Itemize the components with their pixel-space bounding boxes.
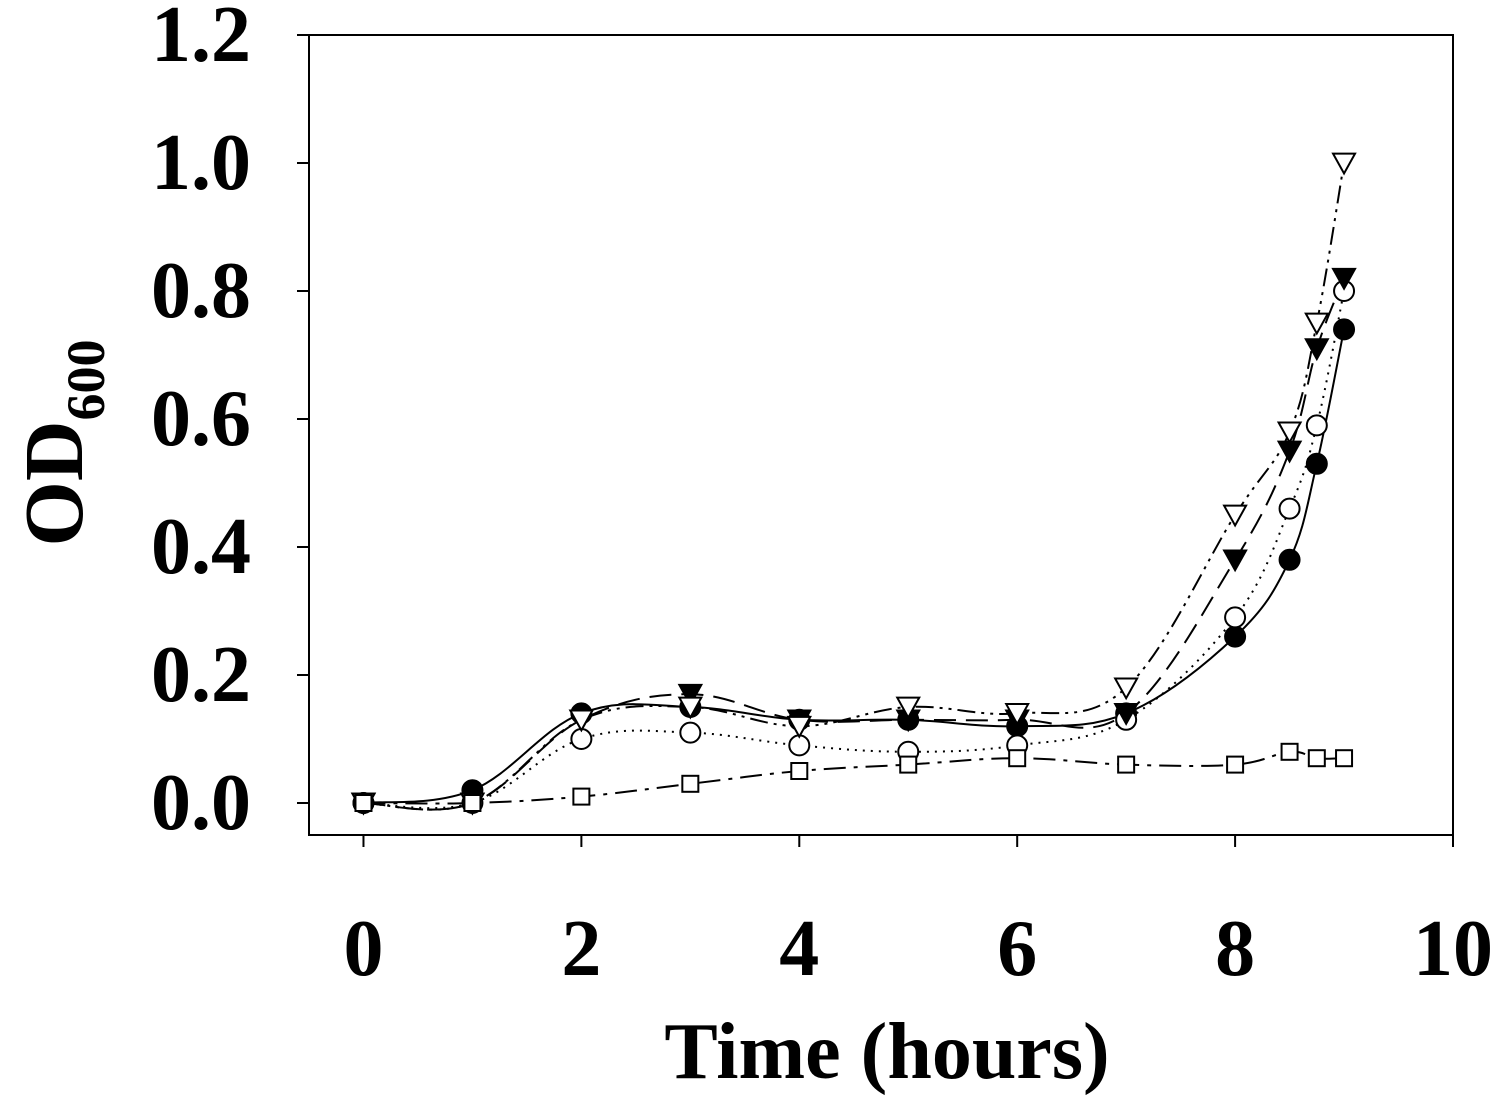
- y-tick-label: 0.2: [151, 631, 251, 719]
- series-4-point: [1304, 312, 1330, 336]
- series-5-point: [354, 794, 373, 812]
- series-1-point: [1224, 625, 1247, 648]
- y-axis-title-main: OD: [8, 421, 101, 547]
- series-4-point: [895, 696, 921, 720]
- x-axis-title: Time (hours): [664, 1008, 1109, 1096]
- markers-layer: [350, 152, 1357, 816]
- series-2-point: [1305, 414, 1328, 437]
- series-5-point: [790, 762, 809, 780]
- y-tick-label: 0.4: [151, 503, 251, 591]
- series-5-point: [1226, 755, 1245, 774]
- x-tick-label: 10: [1413, 905, 1493, 993]
- y-axis-title: OD600: [8, 340, 116, 547]
- series-3-point: [677, 683, 704, 707]
- series-5-point: [1335, 749, 1354, 768]
- y-tick-label: 0.0: [151, 759, 251, 847]
- series-4-point: [568, 709, 595, 733]
- plot-frame: [308, 34, 1454, 836]
- series-3-point: [1113, 703, 1139, 726]
- series-3-point: [1331, 267, 1357, 291]
- series-4-point: [1331, 152, 1357, 176]
- series-1-point: [1278, 548, 1301, 571]
- x-tick-label: 6: [997, 905, 1037, 993]
- y-tick-label: 1.2: [151, 0, 251, 79]
- series-5-point: [899, 755, 918, 774]
- lines-layer: [363, 162, 1345, 811]
- y-tick-label: 0.6: [151, 375, 251, 463]
- series-line-5: [363, 750, 1345, 805]
- series-3-point: [1304, 338, 1330, 362]
- series-4-point: [677, 696, 704, 720]
- series-line-2: [363, 290, 1345, 810]
- series-line-1: [363, 329, 1345, 804]
- series-4-point: [1113, 677, 1139, 701]
- series-line-3: [363, 277, 1345, 811]
- series-3-point: [1276, 440, 1303, 464]
- series-5-point: [1280, 742, 1299, 761]
- y-axis-title-subscript: 600: [56, 340, 116, 421]
- series-5-point: [1117, 755, 1136, 774]
- series-1-point: [1333, 318, 1356, 341]
- series-line-4: [363, 162, 1345, 811]
- series-2-point: [1224, 606, 1247, 629]
- series-5-point: [681, 774, 700, 793]
- x-tick-label: 8: [1215, 905, 1255, 993]
- series-5-point: [1008, 749, 1027, 768]
- series-2-point: [1278, 497, 1301, 520]
- series-4-point: [1276, 421, 1303, 445]
- y-tick-label: 0.8: [151, 247, 251, 335]
- x-tick-label: 4: [779, 905, 819, 993]
- series-5-point: [1307, 749, 1326, 768]
- series-5-point: [572, 787, 591, 806]
- series-1-point: [1305, 452, 1328, 475]
- x-tick-label: 0: [343, 905, 383, 993]
- y-tick-label: 1.0: [151, 119, 251, 207]
- series-4-point: [1004, 703, 1030, 726]
- series-4-point: [786, 715, 812, 739]
- ticks-layer: 0.0 0.2 0.4 0.6 0.8 1.0 1.2 0 2 4 6 8 10: [151, 0, 1493, 993]
- x-tick-label: 2: [561, 905, 601, 993]
- series-3-point: [1222, 549, 1248, 573]
- series-2-point: [679, 721, 702, 744]
- series-4-point: [1222, 504, 1248, 528]
- series-5-point: [463, 794, 482, 812]
